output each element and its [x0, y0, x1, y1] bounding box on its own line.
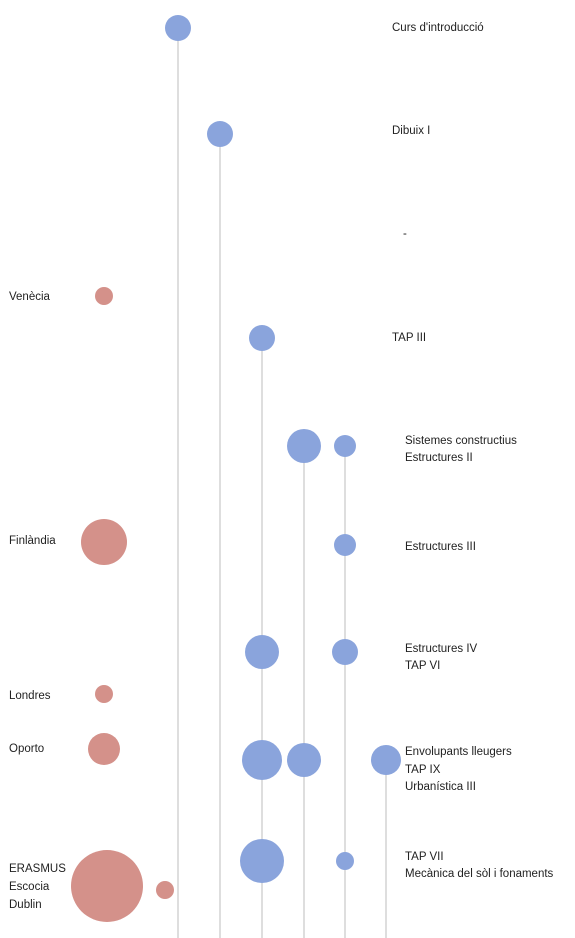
city-label: Escocia	[9, 881, 50, 893]
city-labels: Venècia Finlàndia Londres Oporto ERASMUS…	[9, 291, 66, 911]
subject-bubble	[207, 121, 233, 147]
city-bubble	[71, 850, 143, 922]
city-bubble	[81, 519, 127, 565]
subject-bubble	[165, 15, 191, 41]
subject-label: Estructures IV	[405, 643, 478, 655]
subject-bubble	[334, 534, 356, 556]
city-label: Londres	[9, 690, 51, 702]
city-label: ERASMUS	[9, 863, 66, 875]
subject-label: Estructures III	[405, 541, 476, 553]
subject-bubble	[249, 325, 275, 351]
city-label: Finlàndia	[9, 535, 56, 547]
subject-label: TAP VII	[405, 851, 444, 863]
city-label: Venècia	[9, 291, 51, 303]
subject-bubble	[336, 852, 354, 870]
city-bubble	[88, 733, 120, 765]
subject-label: TAP VI	[405, 660, 440, 672]
subject-label: Sistemes constructius	[405, 435, 517, 447]
subject-bubble	[334, 435, 356, 457]
subject-label: Curs d'introducció	[392, 22, 484, 34]
city-bubbles	[71, 287, 174, 922]
subject-label: Dibuix I	[392, 125, 430, 137]
subject-label: TAP III	[392, 332, 426, 344]
subject-labels: Curs d'introducció Dibuix I - TAP III Si…	[392, 22, 554, 880]
city-bubble	[95, 287, 113, 305]
city-label: Oporto	[9, 743, 44, 755]
subject-label: Mecànica del sòl i fonaments	[405, 868, 554, 880]
subject-bubble	[287, 743, 321, 777]
subject-label: -	[403, 228, 407, 240]
subject-bubble	[287, 429, 321, 463]
city-bubble	[156, 881, 174, 899]
subject-bubble	[371, 745, 401, 775]
subject-bubble	[242, 740, 282, 780]
subject-bubble	[332, 639, 358, 665]
subject-bubbles	[165, 15, 401, 883]
subject-bubble	[245, 635, 279, 669]
vertical-guide-lines	[177, 30, 387, 938]
subject-label: Estructures II	[405, 452, 473, 464]
subject-label: Envolupants lleugers	[405, 746, 512, 758]
subject-bubble	[240, 839, 284, 883]
city-label: Dublin	[9, 899, 42, 911]
subject-label: Urbanística III	[405, 781, 476, 793]
city-bubble	[95, 685, 113, 703]
subject-label: TAP IX	[405, 764, 441, 776]
